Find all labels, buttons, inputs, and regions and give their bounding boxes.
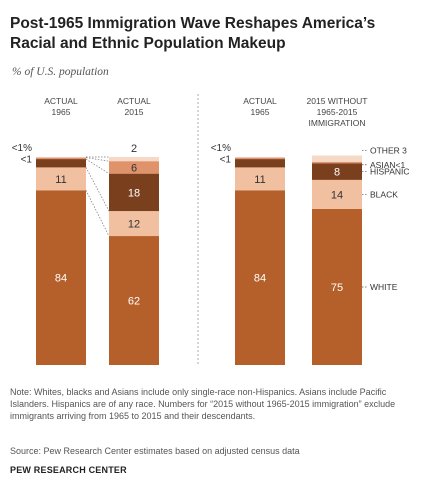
category-label: IMMIGRATION	[309, 118, 366, 128]
chart-source: Source: Pew Research Center estimates ba…	[10, 446, 415, 456]
category-label: 2015	[125, 107, 144, 117]
legend-label-white: WHITE	[370, 282, 398, 292]
bar-segment-asian	[36, 158, 86, 159]
connector-line	[86, 167, 109, 211]
legend-label-hispanic: HISPANIC	[370, 167, 410, 177]
bar-segment-other	[109, 157, 159, 161]
connector-line	[86, 158, 109, 162]
data-label: 14	[331, 189, 343, 201]
bar-segment-hispanic	[235, 159, 285, 167]
bar-segment-other	[312, 156, 362, 162]
data-label: <1%	[211, 143, 231, 154]
bar-segment-other	[235, 157, 285, 158]
data-label: 62	[128, 296, 140, 308]
category-label: 1965-2015	[317, 107, 358, 117]
category-label: ACTUAL	[117, 96, 151, 106]
category-label: 1965	[52, 107, 71, 117]
chart-note: Note: Whites, blacks and Asians include …	[10, 386, 415, 422]
data-label: <1	[21, 155, 33, 166]
data-label: <1	[220, 155, 232, 166]
connector-line	[86, 190, 109, 236]
legend-label-other: OTHER 3	[370, 146, 407, 156]
connector-line	[86, 159, 109, 174]
data-label: 11	[55, 174, 66, 186]
bar-segment-asian	[235, 158, 285, 159]
bar-segment-hispanic	[36, 159, 86, 167]
category-label: ACTUAL	[44, 96, 78, 106]
data-label: 84	[254, 273, 266, 285]
data-label: 84	[55, 273, 67, 285]
category-label: ACTUAL	[243, 96, 277, 106]
data-label: 6	[131, 162, 137, 174]
category-label: 1965	[251, 107, 270, 117]
bar-segment-asian	[312, 162, 362, 163]
data-label: 75	[331, 282, 343, 294]
data-label: 8	[334, 167, 340, 179]
brand-footer: PEW RESEARCH CENTER	[10, 465, 127, 475]
data-label: 18	[128, 187, 140, 199]
chart-title: Post-1965 Immigration Wave Reshapes Amer…	[10, 14, 415, 54]
category-label: 2015 WITHOUT	[307, 96, 368, 106]
legend-label-black: BLACK	[370, 189, 398, 199]
bar-segment-other	[36, 157, 86, 158]
data-label: <1%	[12, 143, 32, 154]
data-label: 12	[128, 219, 140, 231]
data-label: 2	[131, 143, 137, 155]
chart-subtitle: % of U.S. population	[12, 66, 109, 78]
data-label: 11	[254, 174, 265, 186]
